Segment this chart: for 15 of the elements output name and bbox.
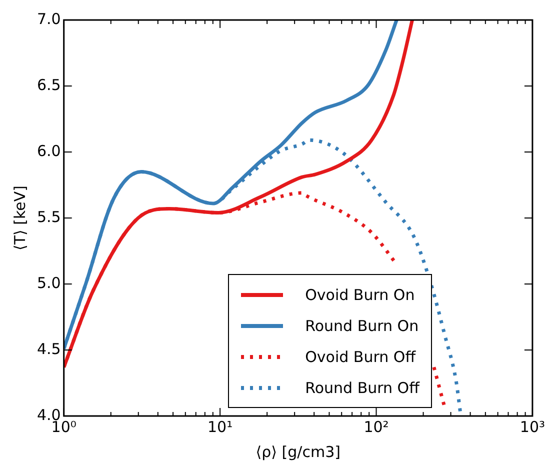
x-tick-label: 10³ [520,418,546,436]
x-tick-label: 10² [364,418,389,436]
y-tick-label: 7.0 [36,10,61,28]
legend-label: Ovoid Burn Off [305,348,416,366]
y-tick-label: 4.5 [36,340,61,358]
y-tick-label: 6.5 [36,76,61,94]
y-tick-label: 5.5 [36,208,61,226]
x-axis-title: ⟨ρ⟩ [g/cm3] [256,442,340,461]
legend-label: Ovoid Burn On [305,286,415,304]
y-tick-label: 6.0 [36,142,61,160]
legend-label: Round Burn Off [305,378,420,396]
y-axis-title: ⟨T⟩ [keV] [10,186,29,250]
legend-label: Round Burn On [305,316,419,334]
x-tick-label: 10¹ [208,418,233,436]
y-tick-label: 5.0 [36,274,61,292]
